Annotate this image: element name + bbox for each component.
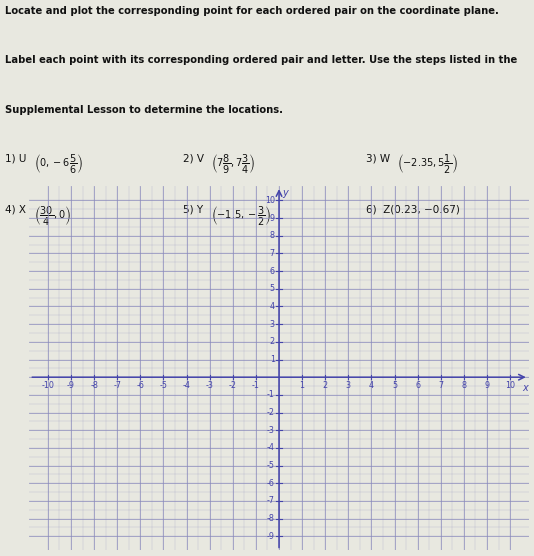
Text: -6: -6 <box>136 381 144 390</box>
Text: $\left(\dfrac{30}{4}, 0\right)$: $\left(\dfrac{30}{4}, 0\right)$ <box>34 205 72 228</box>
Text: Locate and plot the corresponding point for each ordered pair on the coordinate : Locate and plot the corresponding point … <box>5 6 499 16</box>
Text: 5: 5 <box>392 381 397 390</box>
Text: -7: -7 <box>267 497 275 505</box>
Text: -3: -3 <box>206 381 214 390</box>
Text: 3: 3 <box>270 320 275 329</box>
Text: Supplemental Lesson to determine the locations.: Supplemental Lesson to determine the loc… <box>5 105 284 115</box>
Text: 2) V: 2) V <box>183 153 205 163</box>
Text: 8: 8 <box>461 381 466 390</box>
Text: 4) X: 4) X <box>5 205 26 215</box>
Text: $\left(7\dfrac{8}{9}, 7\dfrac{3}{4}\right)$: $\left(7\dfrac{8}{9}, 7\dfrac{3}{4}\righ… <box>211 153 256 176</box>
Text: 2: 2 <box>270 337 275 346</box>
Text: 4: 4 <box>270 302 275 311</box>
Text: 10: 10 <box>505 381 515 390</box>
Text: -5: -5 <box>160 381 168 390</box>
Text: 5: 5 <box>270 284 275 294</box>
Text: 1) U: 1) U <box>5 153 27 163</box>
Text: 2: 2 <box>323 381 328 390</box>
Text: 5) Y: 5) Y <box>183 205 203 215</box>
Text: 9: 9 <box>270 214 275 222</box>
Text: 3: 3 <box>346 381 351 390</box>
Text: -5: -5 <box>267 461 275 470</box>
Text: -1: -1 <box>267 390 275 399</box>
Text: 6)  Z(0.23, −0.67): 6) Z(0.23, −0.67) <box>366 205 460 215</box>
Text: 6: 6 <box>415 381 420 390</box>
Text: -9: -9 <box>267 532 275 541</box>
Text: Label each point with its corresponding ordered pair and letter. Use the steps l: Label each point with its corresponding … <box>5 56 517 66</box>
Text: $\left(-2.35, 5\dfrac{1}{2}\right)$: $\left(-2.35, 5\dfrac{1}{2}\right)$ <box>397 153 458 176</box>
Text: -2: -2 <box>267 408 275 417</box>
Text: -1: -1 <box>252 381 260 390</box>
Text: $\left(-1.5, -\dfrac{3}{2}\right)$: $\left(-1.5, -\dfrac{3}{2}\right)$ <box>211 205 271 228</box>
Text: 4: 4 <box>369 381 374 390</box>
Text: 10: 10 <box>265 196 275 205</box>
Text: 8: 8 <box>270 231 275 240</box>
Text: -4: -4 <box>183 381 191 390</box>
Text: 1: 1 <box>270 355 275 364</box>
Text: -2: -2 <box>229 381 237 390</box>
Text: -10: -10 <box>42 381 54 390</box>
Text: 1: 1 <box>300 381 304 390</box>
Text: $\left(0, -6\dfrac{5}{6}\right)$: $\left(0, -6\dfrac{5}{6}\right)$ <box>34 153 83 176</box>
Text: 7: 7 <box>438 381 443 390</box>
Text: -7: -7 <box>113 381 121 390</box>
Text: -4: -4 <box>267 443 275 453</box>
Text: x: x <box>522 384 528 394</box>
Text: -3: -3 <box>267 426 275 435</box>
Text: -8: -8 <box>90 381 98 390</box>
Text: 9: 9 <box>484 381 490 390</box>
Text: 3) W: 3) W <box>366 153 390 163</box>
Text: -9: -9 <box>67 381 75 390</box>
Text: 6: 6 <box>270 267 275 276</box>
Text: -8: -8 <box>267 514 275 523</box>
Text: -6: -6 <box>267 479 275 488</box>
Text: y: y <box>282 188 288 198</box>
Text: 7: 7 <box>270 249 275 258</box>
